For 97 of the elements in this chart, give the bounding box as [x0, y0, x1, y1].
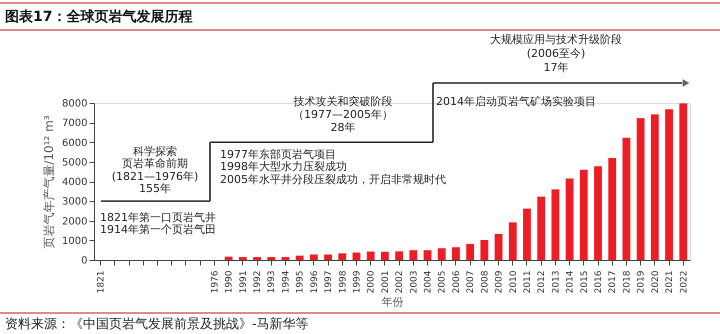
bar [665, 109, 673, 260]
y-tick-label: 1000 [62, 236, 88, 247]
bar [409, 250, 418, 260]
bar [253, 257, 261, 260]
bar [338, 253, 346, 260]
bar [395, 251, 404, 260]
x-tick-label: 2015 [580, 270, 590, 294]
x-tick-label: 2014 [566, 270, 576, 294]
x-tick-label: 2022 [679, 270, 690, 294]
text: 资料来源：《中国页岩气发展前景及挑战》-马新华等 [5, 317, 309, 332]
x-tick-label: 2004 [424, 270, 434, 294]
x-tick-label: 1998 [338, 270, 348, 294]
x-tick-label: 1997 [324, 270, 334, 294]
bar [224, 256, 233, 260]
text: 大规模应用与技术升级阶段 [490, 33, 622, 46]
x-tick-label: 2002 [395, 270, 406, 294]
y-axis-title: 页岩气年产气量/10¹² m³ [42, 115, 56, 249]
x-tick-label: 1994 [281, 270, 292, 294]
annotation: (1821—1976年) [112, 170, 198, 183]
bar [296, 256, 304, 260]
annotation: 1977年东部页岩气项目 [220, 148, 336, 161]
bar [594, 166, 602, 260]
x-tick-label: 2013 [551, 270, 562, 294]
annotation: 1998年大型水力压裂成功 [220, 160, 347, 173]
x-tick-label: 2017 [608, 270, 618, 294]
x-axis-title: 年份 [382, 295, 404, 308]
bar [551, 189, 560, 260]
bar [494, 234, 502, 260]
bar [267, 257, 276, 260]
bar [238, 257, 247, 260]
annotation: （1977—2005年） [293, 108, 393, 121]
bar [310, 254, 318, 260]
x-tick-label: 2010 [508, 270, 519, 294]
bar [636, 118, 645, 260]
bar [324, 254, 332, 260]
x-tick-label: 2018 [622, 270, 632, 294]
y-tick-label: 7000 [62, 118, 88, 130]
x-tick-label: 2009 [494, 270, 505, 294]
bar [523, 208, 531, 260]
bar [480, 240, 488, 260]
bar [380, 252, 389, 260]
y-tick-label: 5000 [62, 157, 88, 168]
text: (2006至今) [526, 47, 586, 60]
annotation: 科学探索 [133, 145, 177, 158]
y-tick-label: 2000 [62, 216, 88, 228]
annotation: 1914年第一个页岩气田 [100, 223, 216, 236]
x-tick-label: 1999 [352, 270, 362, 294]
x-tick-label: 1990 [224, 270, 235, 294]
chart-title: 图表17：全球页岩气发展历程 [5, 9, 192, 25]
x-tick-label: 2005 [438, 270, 448, 294]
bar [622, 138, 630, 260]
x-tick-label: 2000 [366, 270, 377, 294]
annotation: 28年 [330, 121, 356, 134]
x-tick-label: 1996 [310, 270, 320, 294]
y-tick-label: 6000 [62, 138, 88, 149]
bar [537, 196, 546, 260]
x-tick-label: 1992 [253, 270, 264, 294]
bar [424, 250, 432, 260]
y-tick-label: 8000 [62, 98, 88, 110]
bar [366, 252, 375, 260]
x-tick-label: 2021 [665, 270, 676, 294]
x-tick-label: 1993 [267, 270, 278, 294]
bar [566, 178, 574, 260]
x-tick-label: 1991 [238, 270, 249, 294]
annotation: 2014年启动页岩气矿场实验项目 [436, 95, 596, 108]
bar [679, 103, 688, 260]
bar [282, 257, 290, 260]
x-tick-label: 2007 [466, 270, 476, 294]
annotation: 页岩革命前期 [122, 157, 188, 170]
x-tick-label: 1995 [296, 270, 306, 294]
x-tick-label: 2016 [594, 270, 604, 294]
text: 17年 [544, 61, 568, 74]
x-tick-label: 2020 [650, 270, 661, 294]
y-tick-label: 3000 [62, 196, 88, 208]
bar [438, 248, 446, 260]
bar [466, 244, 474, 260]
x-tick-label: 1821 [96, 270, 107, 294]
annotation: 155年 [139, 182, 171, 195]
annotation: 1821年第一口页岩气井 [100, 211, 216, 224]
annotation: 2005年水平井分段压裂成功，开启非常规时代 [220, 173, 446, 186]
annotation: 技术攻关和突破阶段 [292, 95, 392, 108]
x-tick-label: 1976 [210, 270, 220, 294]
y-tick-label: 0 [81, 256, 88, 266]
x-tick-label: 2006 [452, 270, 462, 294]
x-tick-label: 2008 [480, 270, 490, 294]
bar [508, 222, 517, 260]
bar [352, 252, 360, 260]
bar [650, 114, 659, 260]
bar [580, 170, 588, 260]
bar [608, 158, 616, 260]
y-tick-label: 4000 [62, 177, 88, 188]
x-tick-label: 2019 [636, 270, 647, 294]
x-tick-label: 2011 [522, 270, 533, 294]
x-tick-label: 2001 [380, 270, 391, 294]
x-tick-label: 2003 [409, 270, 420, 294]
x-tick-label: 2012 [537, 270, 548, 294]
bar [452, 247, 460, 260]
